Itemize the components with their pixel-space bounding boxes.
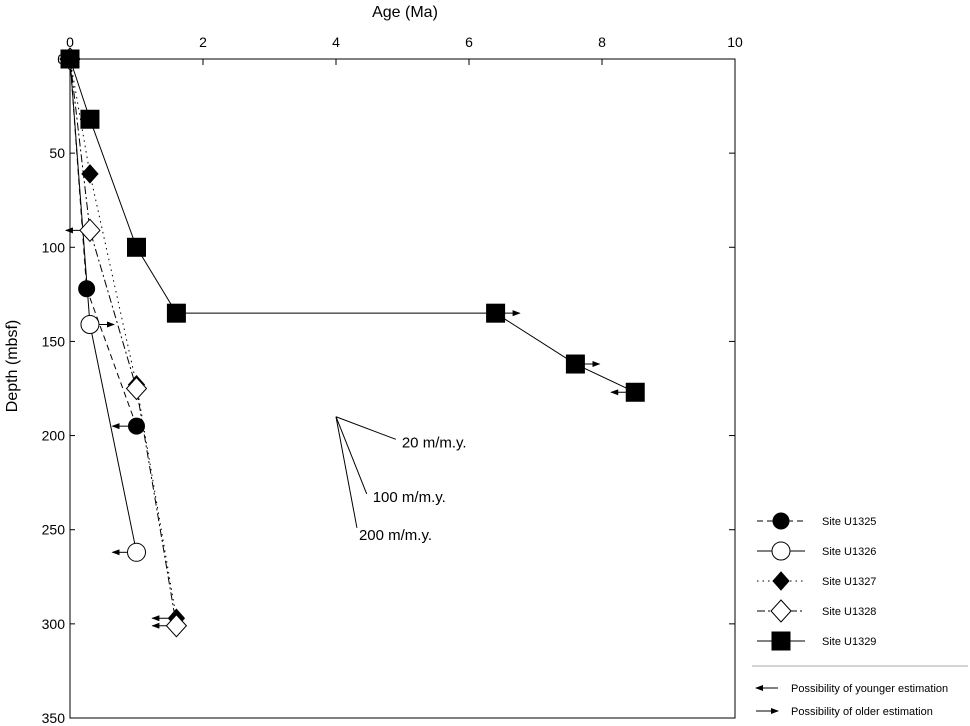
series-site-u1326 [60, 49, 146, 562]
y-tick-label: 100 [42, 239, 66, 255]
legend-item-site-u1326: Site U1326 [757, 541, 876, 561]
older-arrow-label: Possibility of older estimation [791, 706, 933, 718]
series-layer [59, 47, 645, 638]
data-point [81, 164, 99, 184]
y-tick-label: 200 [42, 428, 66, 444]
x-tick-label: 6 [465, 34, 473, 50]
y-tick-label: 150 [42, 333, 66, 349]
series-line [69, 58, 177, 619]
data-point [565, 354, 585, 374]
series-site-u1328 [59, 47, 188, 638]
legend-marker [770, 599, 792, 623]
sedimentation-rate-reference: 20 m/m.y. 100 m/m.y. 200 m/m.y. [335, 416, 467, 544]
y-tick-label: 300 [42, 616, 66, 632]
y-tick-label: 50 [49, 145, 65, 161]
legend-label: Site U1328 [822, 606, 876, 618]
x-tick-label: 8 [598, 34, 606, 50]
x-axis-ticks: 0 2 4 6 8 10 [66, 34, 743, 65]
data-point [125, 376, 148, 401]
data-point [127, 542, 146, 562]
data-point [80, 314, 100, 334]
legend-item-site-u1327: Site U1327 [757, 571, 876, 591]
x-tick-label: 0 [66, 34, 74, 50]
legend-marker [771, 541, 791, 561]
y-axis-title: Depth (mbsf) [4, 320, 21, 412]
series-line [69, 58, 177, 626]
data-point [79, 218, 101, 243]
rate-line-100 [335, 416, 368, 495]
legend-label: Site U1325 [822, 516, 876, 528]
legend-item-site-u1329: Site U1329 [757, 631, 876, 651]
series-site-u1329 [60, 49, 645, 402]
x-tick-label: 2 [199, 34, 207, 50]
legend-marker [772, 512, 790, 530]
legend: Site U1325 Site U1326 Site U1327 Site U1328… [757, 512, 876, 651]
arrow-legend: Possibility of younger estimation Possibi… [752, 665, 968, 718]
legend-label: Site U1329 [822, 636, 876, 648]
younger-arrow-label: Possibility of younger estimation [791, 683, 948, 695]
series-line [69, 58, 137, 553]
data-point [486, 303, 506, 323]
rate-label-20: 20 m/m.y. [402, 434, 467, 451]
legend-item-site-u1328: Site U1328 [757, 599, 876, 623]
rate-line-200 [335, 416, 358, 528]
rate-label-100: 100 m/m.y. [373, 489, 446, 506]
series-site-u1327 [61, 49, 186, 628]
data-point [625, 382, 645, 402]
rate-label-200: 200 m/m.y. [359, 527, 432, 544]
rate-line-20 [335, 416, 397, 440]
x-axis-title: Age (Ma) [372, 4, 438, 21]
y-tick-label: 250 [42, 522, 66, 538]
x-tick-label: 4 [332, 34, 340, 50]
series-line [69, 58, 636, 393]
legend-marker [771, 631, 791, 651]
legend-item-site-u1325: Site U1325 [757, 512, 876, 530]
legend-label: Site U1326 [822, 546, 876, 558]
legend-marker [772, 571, 790, 591]
data-point [165, 613, 188, 638]
y-tick-label: 350 [42, 710, 66, 726]
plot-area-frame [69, 58, 736, 719]
data-point [166, 303, 186, 323]
data-point [128, 417, 145, 435]
legend-label: Site U1327 [822, 576, 876, 588]
data-point [60, 49, 80, 69]
data-point [127, 237, 146, 257]
data-point [80, 109, 100, 129]
x-tick-label: 10 [727, 34, 743, 50]
